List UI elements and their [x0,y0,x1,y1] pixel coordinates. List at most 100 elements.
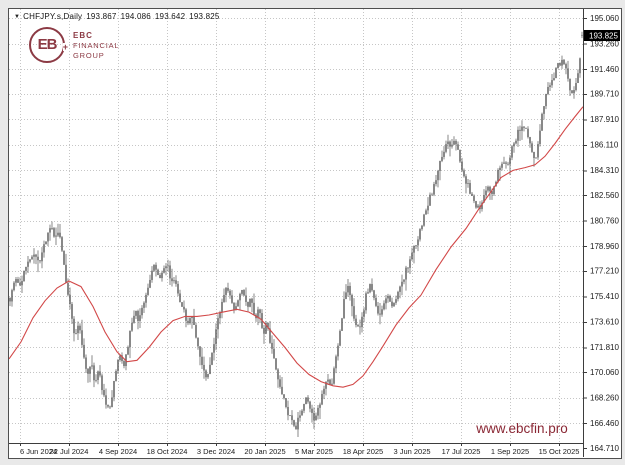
candle-body [339,330,341,346]
candle-body [361,316,363,328]
symbol-dropdown-icon[interactable]: ▼ [14,14,21,20]
candle-body [497,169,499,182]
candle-body [83,344,85,358]
candle-body [205,370,207,378]
candle-body [509,157,511,165]
candle-body [535,157,537,159]
candle-body [59,232,61,238]
candle-body [223,294,225,302]
candle-body [405,267,407,280]
broker-logo: EB + EBC FINANCIAL GROUP [29,27,119,63]
date-tick-label: 4 Sep 2024 [99,447,137,456]
candle-body [515,140,517,144]
candle-body [471,193,473,196]
candle-body [291,415,293,421]
candle-body [369,284,371,293]
candle-body [407,267,409,269]
candle-body [367,292,369,294]
candle-body [351,294,353,307]
candle-body [475,201,477,208]
candle-body [489,186,491,192]
candle-body [269,328,271,343]
price-axis[interactable]: 195.060 193.260 191.460 189.710 187.910 186.1… [583,14,619,453]
candle-body [103,390,105,396]
candle-body [447,141,449,145]
candle-body [69,294,71,305]
candle-body [119,355,121,361]
candle-body [389,295,391,302]
price-tick-label: 166.460 [590,419,619,428]
candle-body [581,34,583,36]
price-chart[interactable]: 195.060 193.260 191.460 189.710 187.910 186.1… [9,9,621,457]
candle-body [251,298,253,303]
candle-body [441,156,443,161]
candle-body [75,333,77,334]
candle-body [277,369,279,380]
price-tick-label: 171.810 [590,343,619,352]
symbol-period-label: CHFJPY.s,Daily [23,12,83,21]
candle-body [473,195,475,202]
candle-body [567,68,569,79]
candle-body [493,186,495,195]
candle-body [397,291,399,300]
candle-body [111,397,113,408]
candle-body [97,371,99,380]
candle-body [11,290,13,302]
candle-body [309,401,311,409]
candle-body [71,304,73,319]
candle-body [211,352,213,365]
candle-body [219,312,221,319]
candle-body [423,214,425,226]
candle-body [347,285,349,293]
candle-body [81,330,83,345]
candle-body [421,225,423,230]
candle-body [175,280,177,284]
candle-body [273,348,275,359]
candle-body [229,290,231,296]
candle-body [41,252,43,262]
candle-body [337,345,339,357]
price-tick-label: 168.260 [590,394,619,403]
candle-body [157,269,159,275]
candle-body [417,239,419,246]
candle-body [179,293,181,303]
candle-body [383,303,385,310]
candle-body [9,297,11,302]
candle-body [485,190,487,196]
candle-body [173,280,175,282]
candle-body [85,357,87,369]
candle-body [19,282,21,286]
chart-title-bar[interactable]: ▼ CHFJPY.s,Daily 193.867 194.086 193.642 193.… [14,12,224,21]
candle-body [409,259,411,268]
candles [9,31,583,438]
candle-body [117,360,119,371]
moving-average-line [9,106,583,388]
candle-body [73,318,75,334]
price-tick-label: 182.560 [590,191,619,200]
candle-body [241,290,243,294]
price-tick-label: 173.610 [590,318,619,327]
candle-body [237,300,239,307]
candle-body [155,264,157,270]
candle-body [533,151,535,159]
candle-body [553,78,555,81]
date-tick-label: 22 Jul 2024 [50,447,89,456]
candle-body [43,244,45,253]
candle-body [235,306,237,311]
price-tick-label: 184.310 [590,166,619,175]
ohlc-low: 193.642 [154,12,186,21]
candle-body [297,417,299,430]
candle-body [425,210,427,215]
candle-body [525,127,527,129]
candle-body [507,163,509,165]
candle-body [451,144,453,147]
candle-body [189,318,191,324]
candle-body [545,94,547,107]
candle-body [445,144,447,152]
candle-body [21,281,23,286]
candle-body [555,67,557,79]
candle-body [381,309,383,315]
candle-body [89,366,91,374]
